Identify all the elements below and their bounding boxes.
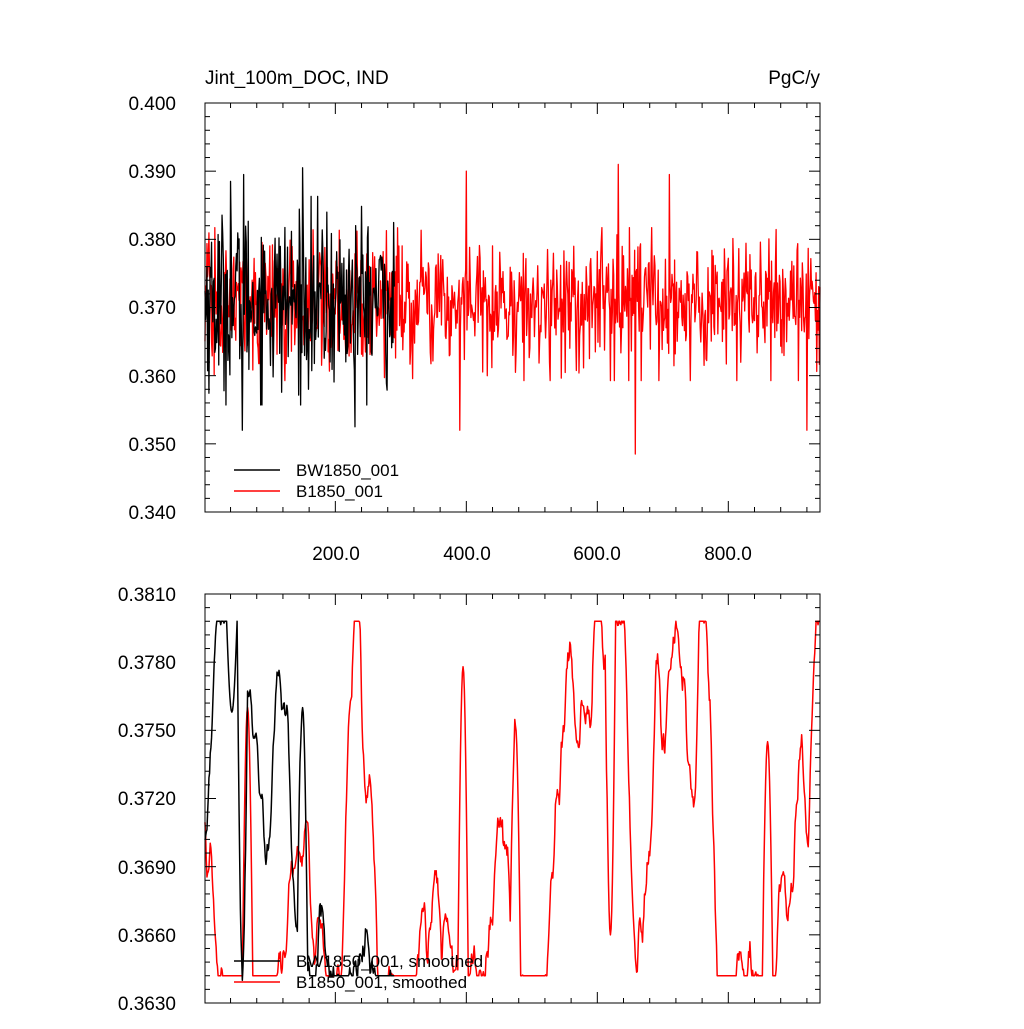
- top-series-line-bw1850: [204, 167, 395, 431]
- bottom-y-tick-label: 0.3690: [118, 858, 176, 879]
- top-y-tick-labels: 0.400 0.390 0.380 0.370 0.360 0.350 0.34…: [128, 94, 176, 524]
- bottom-y-tick-label: 0.3810: [118, 585, 176, 606]
- bottom-y-tick-label: 0.3750: [118, 721, 176, 742]
- bottom-legend-label-bw: BW1850_001, smoothed: [296, 952, 483, 971]
- top-series-layer: [204, 163, 821, 455]
- top-series-line-b1850: [204, 163, 821, 455]
- bottom-series-line-b1850: [204, 620, 821, 977]
- top-x-tick-labels: 200.0 400.0 600.0 800.0: [312, 544, 752, 565]
- top-y-tick-label: 0.370: [128, 298, 176, 319]
- top-y-tick-label: 0.380: [128, 230, 176, 251]
- bottom-y-tick-labels: 0.3810 0.3780 0.3750 0.3720 0.3690 0.366…: [118, 585, 176, 1015]
- bottom-y-tick-label: 0.3720: [118, 789, 176, 810]
- top-legend: BW1850_001 B1850_001: [234, 461, 399, 501]
- top-x-tick-label: 400.0: [443, 544, 491, 565]
- top-panel: Jint_100m_DOC, IND PgC/y 0.400 0.390 0.3…: [128, 68, 821, 565]
- bottom-panel: 0.3810 0.3780 0.3750 0.3720 0.3690 0.366…: [118, 585, 821, 1015]
- bottom-y-tick-label: 0.3630: [118, 994, 176, 1015]
- top-title-right: PgC/y: [768, 68, 820, 89]
- bottom-y-tick-label: 0.3660: [118, 926, 176, 947]
- top-y-tick-label: 0.390: [128, 162, 176, 183]
- top-y-tick-label: 0.360: [128, 367, 176, 388]
- bottom-ticks-layer: [205, 593, 820, 1004]
- top-x-tick-label: 200.0: [312, 544, 360, 565]
- top-legend-label-bw: BW1850_001: [296, 461, 399, 480]
- top-y-tick-label: 0.400: [128, 94, 176, 115]
- top-title-left: Jint_100m_DOC, IND: [205, 68, 389, 89]
- top-ticks-layer: [205, 102, 820, 513]
- top-y-tick-label: 0.350: [128, 435, 176, 456]
- bottom-legend: BW1850_001, smoothed B1850_001, smoothed: [234, 952, 483, 992]
- bottom-legend-label-b: B1850_001, smoothed: [296, 973, 467, 992]
- bottom-series-layer: [204, 620, 821, 982]
- top-legend-label-b: B1850_001: [296, 482, 383, 501]
- bottom-y-tick-label: 0.3780: [118, 653, 176, 674]
- bottom-series-line-bw1850: [204, 620, 395, 982]
- top-x-tick-label: 800.0: [704, 544, 752, 565]
- top-x-tick-label: 600.0: [573, 544, 621, 565]
- top-y-tick-label: 0.340: [128, 503, 176, 524]
